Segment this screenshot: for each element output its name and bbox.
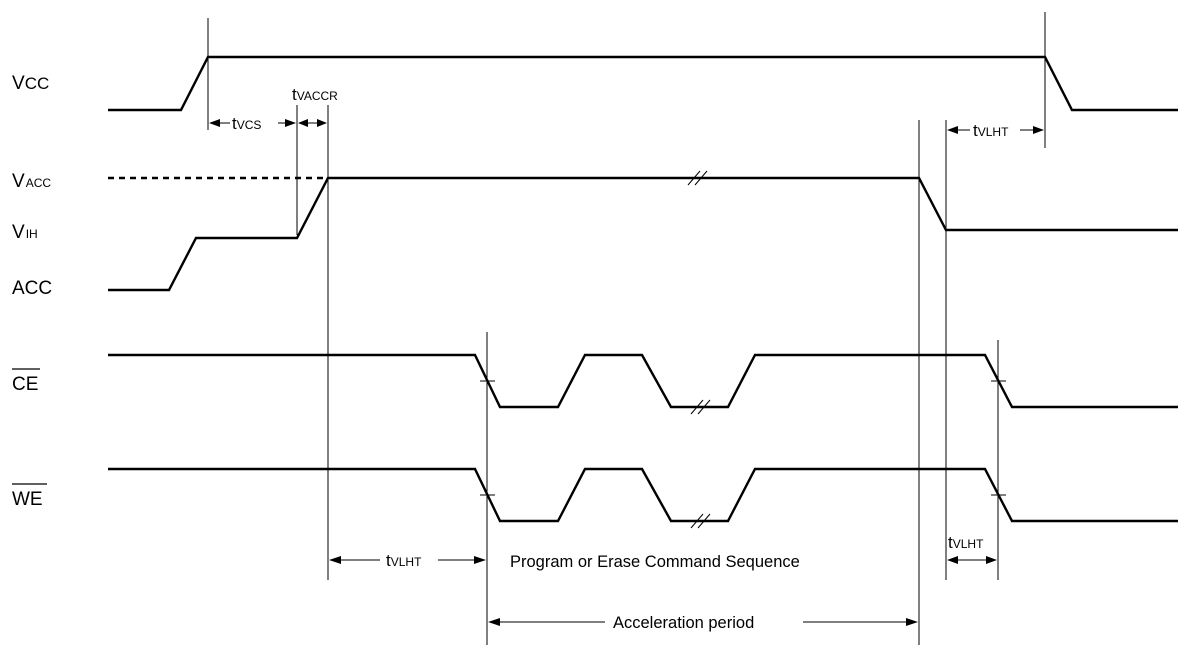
acc-break-mark-2 [694,170,708,186]
tvlht-label-top: tVLHT [973,121,1009,140]
tvlht-dimension-left: tVLHT [329,551,486,570]
command-sequence-label: Program or Erase Command Sequence [510,553,800,571]
we-waveform [108,467,1178,523]
vcc-label: VCC [12,73,49,94]
ce-waveform [108,353,1178,409]
tvlht-label-right: tVLHT [948,533,984,552]
tvaccr-dimension: tVACCR [292,85,338,127]
tvaccr-label: tVACCR [292,85,338,104]
we-break-mark [690,513,704,529]
ce-break-mark-2 [697,399,711,415]
acc-waveform [108,176,1178,292]
ce-label: CE [12,374,38,395]
acc-label: ACC [12,278,52,299]
acceleration-period-dimension: Acceleration period [488,614,918,632]
tvlht-dimension-right: tVLHT [947,533,997,564]
acceleration-period-label: Acceleration period [613,614,754,632]
vacc-label: VACC [12,171,51,192]
we-break-mark-2 [697,513,711,529]
acc-break-mark [687,170,701,186]
tvlht-label-left: tVLHT [386,551,422,570]
ce-break-mark [690,399,704,415]
vih-label: VIH [12,222,38,243]
we-label: WE [12,489,43,510]
vcc-waveform [108,55,1178,112]
tvlht-dimension-top: tVLHT [947,121,1044,140]
tvcs-dimension: tVCS [209,114,296,133]
tvcs-label: tVCS [232,114,261,133]
